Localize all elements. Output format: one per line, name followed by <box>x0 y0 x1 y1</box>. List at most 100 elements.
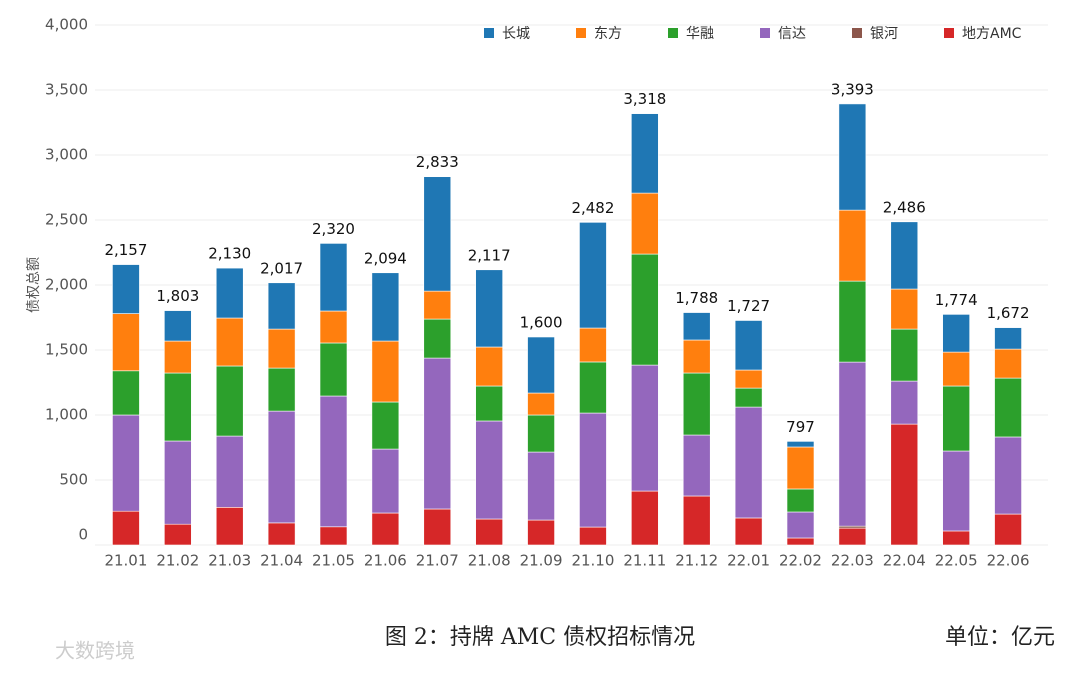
total-label: 3,318 <box>623 90 666 108</box>
bar-segment <box>423 176 452 292</box>
total-label: 3,393 <box>831 80 874 98</box>
bar-segment <box>267 410 296 524</box>
legend-swatch <box>484 28 494 38</box>
bar-segment <box>942 314 970 353</box>
bar-segment <box>631 490 659 546</box>
bar-segment <box>942 351 970 387</box>
y-tick-label: 4,000 <box>45 16 88 34</box>
y-tick-label: 1,000 <box>45 406 88 424</box>
bar-segment <box>682 312 711 341</box>
bar-segment <box>890 328 919 382</box>
y-tick-label: 3,500 <box>45 81 88 99</box>
bar-segment <box>682 339 711 374</box>
bar-segment <box>838 527 867 546</box>
bar-segment <box>164 372 192 442</box>
bar-segment <box>786 511 815 539</box>
bar-segment <box>475 385 503 422</box>
bar-segment <box>786 488 815 513</box>
bar-segment <box>838 361 867 527</box>
bar-segment <box>786 446 815 490</box>
bar-segment <box>423 290 452 320</box>
x-tick-label: 21.12 <box>675 552 718 570</box>
bar-segment <box>994 327 1022 350</box>
bar-segment <box>734 387 763 408</box>
bar-segment <box>215 317 244 367</box>
bar-segment <box>890 221 919 290</box>
bar-segment <box>734 320 763 371</box>
bar-segment <box>994 436 1022 515</box>
bar-segment <box>631 113 659 194</box>
bar-segment <box>319 526 348 546</box>
x-tick-label: 21.10 <box>571 552 614 570</box>
bar-segment <box>994 377 1022 438</box>
bar-segment <box>267 328 296 369</box>
bar-segment <box>112 414 140 512</box>
total-label: 2,117 <box>468 246 511 264</box>
total-label: 1,803 <box>156 287 199 305</box>
bar-segment <box>371 448 400 514</box>
bar-segment <box>215 267 244 319</box>
bar-segment <box>164 340 192 374</box>
bar-segment <box>371 512 400 546</box>
x-tick-label: 21.11 <box>623 552 666 570</box>
watermark: 大数跨境 <box>55 639 135 663</box>
x-tick-label: 21.03 <box>208 552 251 570</box>
bar-segment <box>112 510 140 546</box>
bar-segment <box>475 269 503 348</box>
bar-segment <box>786 441 815 448</box>
bar-segment <box>423 318 452 359</box>
bar-segment <box>579 327 607 363</box>
bar-segment <box>215 435 244 508</box>
bar-segment <box>579 412 607 528</box>
total-label: 1,788 <box>675 289 718 307</box>
bar-segment <box>682 372 711 436</box>
bar-segment <box>371 401 400 450</box>
legend-label: 长城 <box>502 26 530 42</box>
bar-segment <box>371 272 400 342</box>
bar-segment <box>579 526 607 546</box>
bar-segment <box>682 495 711 546</box>
y-axis-label: 债权总额 <box>26 257 42 313</box>
y-tick-label: 2,500 <box>45 211 88 229</box>
x-tick-label: 22.01 <box>727 552 770 570</box>
x-tick-label: 22.05 <box>935 552 978 570</box>
bar-segment <box>267 367 296 412</box>
x-tick-label: 22.03 <box>831 552 874 570</box>
x-tick-label: 22.04 <box>883 552 926 570</box>
total-label: 2,130 <box>208 245 251 263</box>
bar-segment <box>579 361 607 414</box>
y-tick-label: 1,500 <box>45 341 88 359</box>
bar-segment <box>734 369 763 389</box>
x-tick-label: 22.06 <box>987 552 1030 570</box>
total-label: 2,482 <box>571 199 614 217</box>
legend-label: 信达 <box>778 26 806 42</box>
bar-segment <box>112 313 140 372</box>
legend-label: 地方AMC <box>962 26 1022 42</box>
bar-segment <box>838 280 867 363</box>
bar-segment <box>890 380 919 425</box>
legend-swatch <box>944 28 954 38</box>
bar-segment <box>994 513 1022 546</box>
legend-label: 东方 <box>594 26 622 42</box>
bar-segment <box>890 423 919 546</box>
bar-segment <box>631 192 659 255</box>
legend-label: 银河 <box>870 26 898 42</box>
bar-segment <box>838 209 867 282</box>
bar-segment <box>942 530 970 546</box>
bar-segment <box>423 508 452 546</box>
total-label: 2,157 <box>104 241 147 259</box>
x-tick-label: 21.05 <box>312 552 355 570</box>
bar-segment <box>267 522 296 546</box>
bar-segment <box>164 310 192 342</box>
bar-segment <box>734 406 763 519</box>
x-tick-label: 22.02 <box>779 552 822 570</box>
bar-segment <box>475 420 503 520</box>
caption: 图 2：持牌 AMC 债权招标情况 <box>385 625 695 650</box>
bar-segment <box>631 364 659 492</box>
x-tick-label: 21.09 <box>520 552 563 570</box>
legend-swatch <box>852 28 862 38</box>
legend-swatch <box>576 28 586 38</box>
bar-segment <box>734 517 763 546</box>
bar-segment <box>682 434 711 497</box>
